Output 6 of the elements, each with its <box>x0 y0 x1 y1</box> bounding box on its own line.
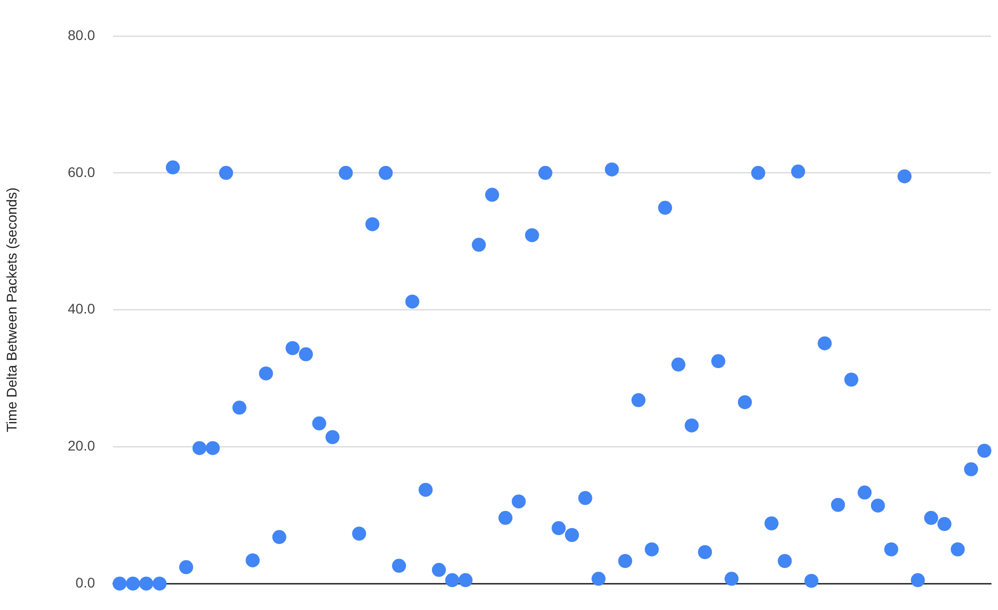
y-tick-label: 40.0 <box>68 300 96 317</box>
y-tick-label: 20.0 <box>68 438 96 454</box>
y-axis-title: Time Delta Between Packets (seconds) <box>3 188 20 432</box>
y-tick-label: 80.0 <box>68 26 96 43</box>
y-tick-label: 0.0 <box>76 574 96 590</box>
y-tick-label: 60.0 <box>68 164 96 180</box>
